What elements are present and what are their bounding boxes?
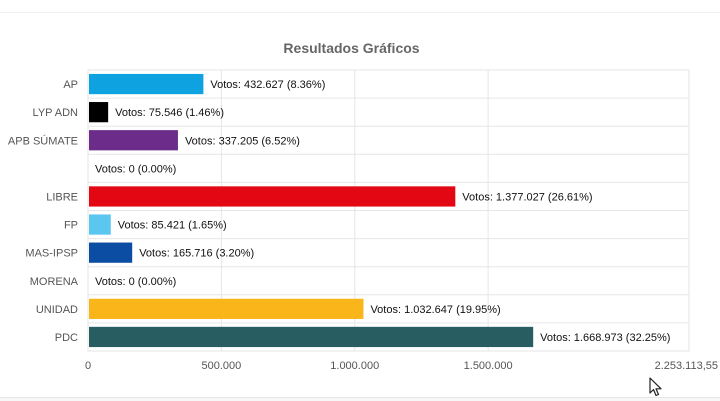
data-label: Votos: 1.032.647 (19.95%) [370,304,500,316]
x-tick-label: 2.253.113,55 [655,360,718,372]
y-category-label: LIBRE [46,191,78,203]
y-category-label: AP [63,79,78,91]
y-category-label: LYP ADN [33,107,79,119]
bar [89,102,109,123]
top-strip [0,0,720,13]
data-label: Votos: 1.668.973 (32.25%) [540,332,670,344]
bar [89,73,204,95]
bar [89,242,133,263]
bar [89,298,364,319]
mouse-pointer-icon [649,377,662,397]
data-label: Votos: 432.627 (8.36%) [210,79,325,91]
x-tick-label: 0 [85,360,91,372]
data-label: Votos: 337.205 (6.52%) [185,135,300,147]
bottom-strip [0,397,720,401]
y-category-label: PDC [55,332,78,344]
x-tick-label: 1.500.000 [464,360,513,372]
data-label: Votos: 165.716 (3.20%) [139,248,254,260]
y-category-label: MAS-IPSP [25,248,78,260]
bar [89,214,111,235]
chart-title: Resultados Gráficos [283,40,420,56]
data-label: Votos: 0 (0.00%) [95,276,176,288]
bar [89,326,534,348]
x-tick-label: 500.000 [201,360,241,372]
data-label: Votos: 1.377.027 (26.61%) [462,191,592,203]
data-label: Votos: 0 (0.00%) [95,163,176,175]
y-category-label: APB SÚMATE [8,134,78,147]
x-tick-label: 1.000.000 [330,360,379,372]
bar [89,130,178,151]
data-label: Votos: 85.421 (1.65%) [118,220,227,232]
data-label: Votos: 75.546 (1.46%) [115,107,224,119]
bar [89,186,456,207]
y-category-label: UNIDAD [36,304,78,316]
y-category-label: FP [64,220,78,232]
y-category-label: MORENA [30,276,79,288]
